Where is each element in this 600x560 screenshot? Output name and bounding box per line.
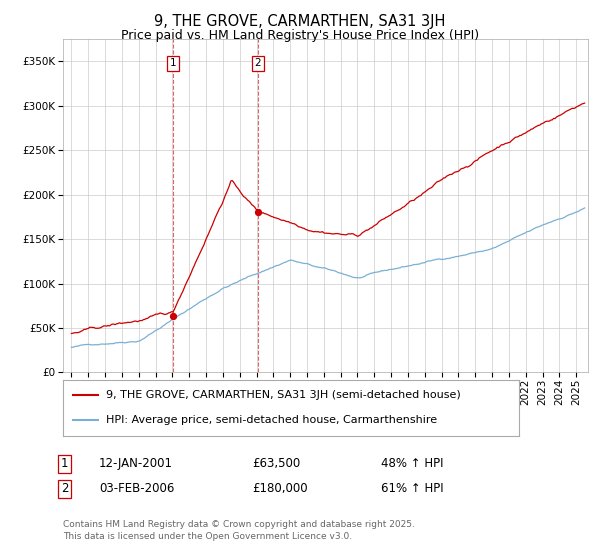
Text: 9, THE GROVE, CARMARTHEN, SA31 3JH: 9, THE GROVE, CARMARTHEN, SA31 3JH	[154, 14, 446, 29]
Text: 9, THE GROVE, CARMARTHEN, SA31 3JH (semi-detached house): 9, THE GROVE, CARMARTHEN, SA31 3JH (semi…	[106, 390, 461, 400]
Text: 03-FEB-2006: 03-FEB-2006	[99, 482, 175, 496]
Text: £180,000: £180,000	[252, 482, 308, 496]
Text: Contains HM Land Registry data © Crown copyright and database right 2025.
This d: Contains HM Land Registry data © Crown c…	[63, 520, 415, 541]
Point	[253, 208, 263, 217]
Text: HPI: Average price, semi-detached house, Carmarthenshire: HPI: Average price, semi-detached house,…	[106, 415, 437, 425]
Text: 61% ↑ HPI: 61% ↑ HPI	[381, 482, 443, 496]
Text: Price paid vs. HM Land Registry's House Price Index (HPI): Price paid vs. HM Land Registry's House …	[121, 29, 479, 42]
Text: 2: 2	[255, 58, 262, 68]
Text: 2: 2	[61, 482, 68, 496]
Text: £63,500: £63,500	[252, 457, 300, 470]
Text: 1: 1	[170, 58, 176, 68]
Text: 1: 1	[61, 457, 68, 470]
Text: 12-JAN-2001: 12-JAN-2001	[99, 457, 173, 470]
Text: 48% ↑ HPI: 48% ↑ HPI	[381, 457, 443, 470]
Point	[168, 311, 178, 320]
